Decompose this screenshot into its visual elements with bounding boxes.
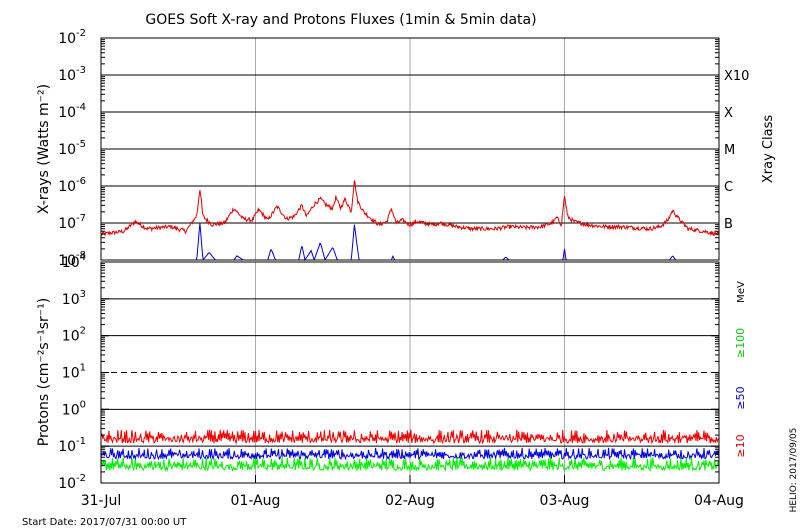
y-tick-exponent: -8 [76, 250, 86, 261]
y-tick-label: 10-6 [58, 176, 86, 195]
y-tick-exponent: -6 [76, 176, 86, 187]
y-tick-label: 10-4 [58, 102, 86, 121]
y-tick-exponent: 0 [80, 399, 86, 410]
x-tick-label: 01-Aug [231, 493, 281, 509]
y-tick-label: 104 [62, 252, 86, 271]
credit-label: HELIO: 2017/09/05 [789, 428, 799, 513]
y-tick-label: 102 [62, 326, 86, 345]
proton-p50-line [100, 447, 720, 461]
y-tick-label: 10-2 [58, 28, 86, 47]
proton-grid [101, 298, 719, 447]
y-tick-exponent: -2 [76, 28, 86, 39]
legend-label-100mev: ≥100 [734, 328, 747, 358]
legend-label-10mev: ≥10 [734, 434, 747, 457]
y-tick-exponent: 1 [80, 363, 86, 374]
xray-class-label: X10 [724, 69, 749, 84]
xray-long-line [100, 180, 720, 237]
y-tick-label: 100 [62, 399, 86, 418]
proton-series [100, 429, 720, 473]
y-tick-exponent: -7 [76, 213, 86, 224]
y-tick-label: 10-7 [58, 213, 86, 232]
xray-class-label: X [724, 106, 733, 121]
xray-grid [101, 74, 719, 224]
y-tick-exponent: -2 [76, 473, 86, 484]
y-tick-exponent: -3 [76, 65, 86, 76]
xray-class-labels: X10 X M C B [724, 69, 749, 232]
y-tick-exponent: -5 [76, 139, 86, 150]
y-tick-label: 10-5 [58, 139, 86, 158]
y-tick-label: 10-2 [58, 473, 86, 492]
proton-y-axis-title: Protons (cm⁻²s⁻¹sr⁻¹) [36, 298, 52, 447]
xray-class-label: C [724, 180, 733, 195]
xray-y-axis-title: X-rays (Watts m⁻²) [36, 84, 52, 214]
x-axis-labels: 31-Jul 01-Aug 02-Aug 03-Aug 04-Aug [81, 475, 744, 509]
y-tick-exponent: -4 [76, 102, 86, 113]
xray-class-label: M [724, 143, 735, 158]
x-tick-label: 03-Aug [540, 493, 590, 509]
proton-p100-line [100, 457, 720, 473]
proton-p10-line [100, 429, 720, 445]
y-tick-label: 10-3 [58, 65, 86, 84]
y-tick-exponent: -1 [76, 436, 86, 447]
x-tick-label: 31-Jul [81, 493, 122, 509]
y-tick-label: 103 [62, 289, 86, 308]
xray-class-label: B [724, 217, 733, 232]
start-date-label: Start Date: 2017/07/31 00:00 UT [22, 517, 187, 528]
y-tick-exponent: 4 [80, 252, 86, 263]
y-tick-exponent: 2 [80, 326, 86, 337]
y-tick-exponent: 3 [80, 289, 86, 300]
chart-title: GOES Soft X-ray and Protons Fluxes (1min… [145, 12, 536, 28]
y-tick-label: 10-1 [58, 436, 86, 455]
x-tick-label: 04-Aug [694, 493, 744, 509]
x-tick-label: 02-Aug [385, 493, 435, 509]
xray-class-axis-title: Xray Class [761, 115, 776, 183]
proton-unit-label: MeV [736, 281, 747, 303]
y-tick-label: 101 [62, 363, 86, 382]
legend-label-50mev: ≥50 [734, 386, 747, 409]
